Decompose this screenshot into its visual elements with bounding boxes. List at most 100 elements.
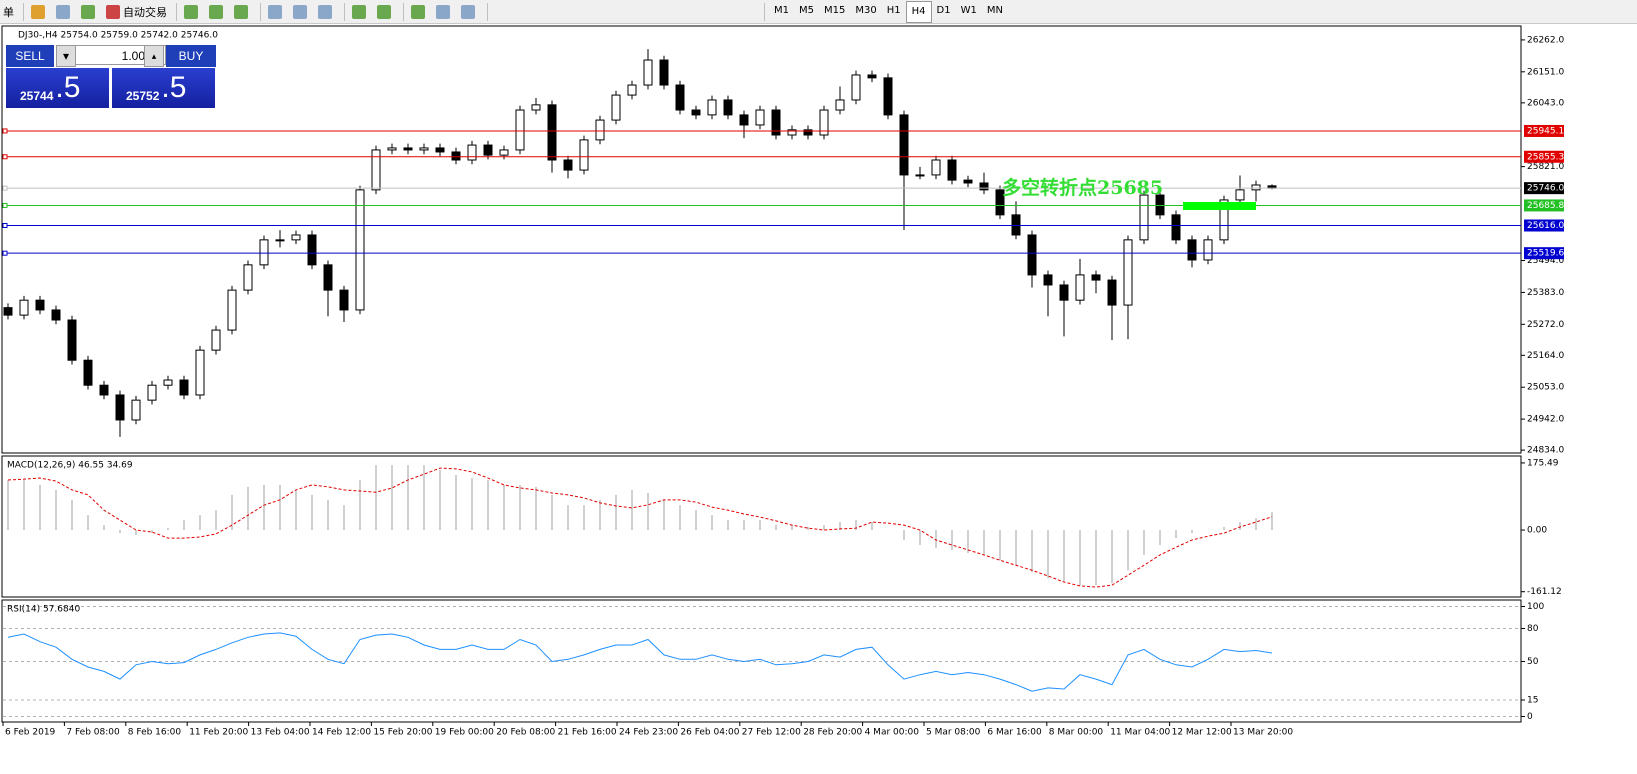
x-tick-label: 28 Feb 20:00: [803, 728, 862, 738]
drawing-tools[interactable]: [492, 2, 758, 22]
candle-body: [1043, 274, 1053, 286]
candle-body: [467, 144, 477, 161]
candle-body: [995, 189, 1005, 216]
candle-body: [643, 59, 653, 86]
level-label-bg: [1524, 219, 1564, 232]
level-label-bg: [1524, 182, 1564, 195]
icon-button[interactable]: [28, 2, 51, 22]
candle-body: [451, 151, 461, 161]
x-tick-label: 26 Feb 04:00: [680, 728, 739, 738]
candle-body: [179, 379, 189, 396]
candle-body: [339, 289, 349, 311]
period-button[interactable]: M5: [799, 5, 814, 16]
candle-body: [99, 384, 109, 396]
icon-button[interactable]: [231, 2, 254, 22]
candle-body: [787, 129, 797, 136]
level-handle: [2, 185, 8, 191]
panel-title: RSI(14) 57.6840: [7, 605, 80, 615]
candle-body: [915, 174, 925, 177]
icon-button[interactable]: [315, 2, 338, 22]
period-button[interactable]: W1: [960, 5, 977, 16]
candle-body: [1123, 239, 1133, 306]
candle-body: [1091, 274, 1101, 281]
icon-button[interactable]: [458, 2, 481, 22]
volume-input[interactable]: 1.00: [62, 45, 166, 65]
volume-up[interactable]: ▴: [144, 45, 164, 67]
candle-body: [723, 99, 733, 116]
x-tick-label: 6 Feb 2019: [5, 728, 56, 738]
candle-body: [851, 74, 861, 101]
icon: [81, 4, 95, 19]
icon-button[interactable]: [374, 2, 397, 22]
candle-body: [675, 84, 685, 111]
x-tick-label: 8 Mar 00:00: [1049, 728, 1104, 738]
separator: [764, 2, 765, 21]
separator: [487, 2, 488, 21]
icon-button[interactable]: [408, 2, 431, 22]
buy-price[interactable]: 25752.5: [112, 68, 215, 108]
candle-body: [435, 147, 445, 153]
x-tick-label: 13 Mar 20:00: [1233, 728, 1293, 738]
separator: [260, 2, 261, 21]
period-button[interactable]: H1: [886, 5, 901, 16]
candle-body: [515, 109, 525, 151]
candle-body: [1139, 194, 1149, 241]
x-tick-label: 5 Mar 08:00: [926, 728, 981, 738]
period-button[interactable]: M15: [824, 5, 846, 16]
buy-price-tail: .5: [161, 71, 187, 104]
candle-body: [195, 349, 205, 396]
icon-button[interactable]: [78, 2, 101, 22]
period-button[interactable]: H4: [905, 0, 932, 23]
x-tick-label: 24 Feb 23:00: [619, 728, 678, 738]
icon-button[interactable]: [349, 2, 372, 22]
buy-button[interactable]: BUY: [166, 45, 216, 67]
period-button[interactable]: MN: [986, 5, 1003, 16]
auto-trading-button[interactable]: 自动交易: [103, 2, 170, 22]
x-tick-label: 13 Feb 04:00: [251, 728, 310, 738]
candle-body: [499, 149, 509, 156]
candle-body: [819, 109, 829, 136]
period-button[interactable]: M30: [855, 5, 877, 16]
icon-button[interactable]: [181, 2, 204, 22]
candle-body: [627, 84, 637, 96]
icon-button[interactable]: [53, 2, 76, 22]
candle-body: [1219, 199, 1229, 241]
y-tick-label: 25272.0: [1527, 320, 1564, 330]
period-bar: M1 M5 M15 M30 H1 H4 D1 W1 MN: [769, 0, 1008, 23]
candle-body: [275, 239, 285, 242]
annotation: 多空转折点25685: [1002, 176, 1163, 199]
level-handle: [2, 222, 8, 228]
icon-button[interactable]: [265, 2, 288, 22]
volume-down[interactable]: ▾: [56, 45, 76, 67]
level-label: 25519.6: [1527, 249, 1564, 259]
y-tick-label: 15: [1527, 696, 1538, 706]
candle-body: [963, 179, 973, 184]
period-button[interactable]: M1: [774, 5, 789, 16]
candle-body: [115, 394, 125, 421]
candle-body: [547, 104, 557, 161]
candle-body: [35, 299, 45, 311]
marker-bar: [1183, 202, 1256, 210]
order-button[interactable]: 单: [0, 2, 17, 22]
level-label-bg: [1524, 150, 1564, 163]
separator: [176, 2, 177, 21]
candle-body: [355, 189, 365, 311]
candle-body: [755, 109, 765, 126]
icon-button[interactable]: [206, 2, 229, 22]
level-label: 25945.1: [1527, 126, 1564, 136]
y-tick-label: 24834.0: [1527, 446, 1564, 456]
sell-price-main: 25744: [20, 89, 54, 103]
sell-price[interactable]: 25744.5: [6, 68, 109, 108]
period-button[interactable]: D1: [936, 5, 951, 16]
candle-body: [371, 149, 381, 191]
candle-body: [387, 147, 397, 151]
candle-body: [291, 234, 301, 241]
sell-button[interactable]: SELL: [6, 45, 54, 67]
icon-button[interactable]: [433, 2, 456, 22]
separator: [344, 2, 345, 21]
panel: [1, 25, 1522, 454]
y-tick-label: 80: [1527, 624, 1539, 634]
level-label: 25855.3: [1527, 152, 1564, 162]
icon-button[interactable]: [290, 2, 313, 22]
auto-trading-label: 自动交易: [123, 5, 167, 19]
